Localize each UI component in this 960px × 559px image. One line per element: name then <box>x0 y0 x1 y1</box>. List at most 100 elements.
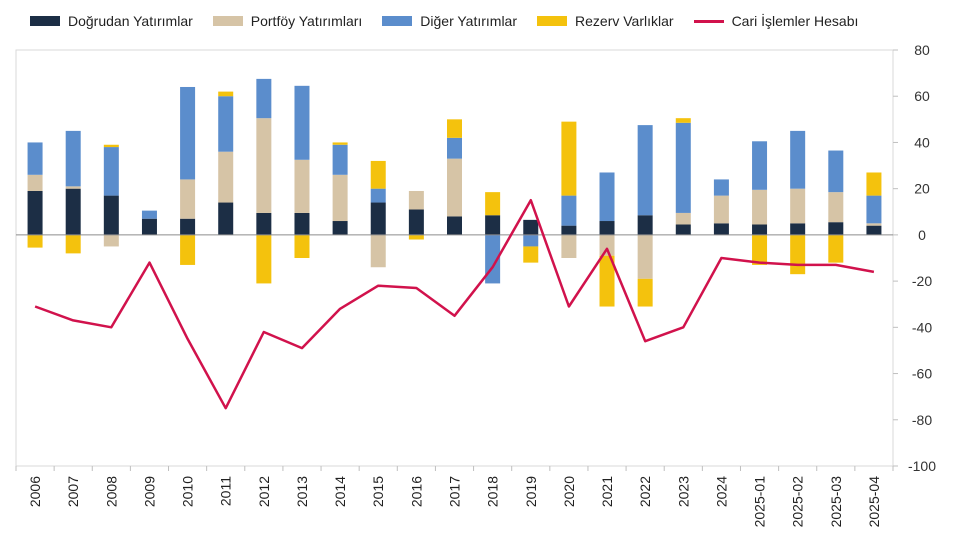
plot-frame <box>15 49 894 467</box>
bar-segment <box>599 234 615 256</box>
bar-segment <box>180 86 196 180</box>
x-tick-label: 2008 <box>103 476 119 507</box>
x-tick-label: 2010 <box>180 476 196 507</box>
bar-segment <box>447 216 462 235</box>
bar-segment <box>408 209 424 235</box>
bar-segment <box>713 195 729 224</box>
bar-segment <box>103 144 119 148</box>
y-tick-label: 80 <box>914 42 930 58</box>
bar-segment <box>485 192 501 216</box>
bar-segment <box>65 234 81 254</box>
bar-segment <box>294 159 310 213</box>
bar-segment <box>828 234 844 263</box>
x-tick-label: 2025-04 <box>866 476 882 528</box>
x-tick-label: 2011 <box>218 476 234 506</box>
bar-segment <box>675 224 691 235</box>
legend-item: Doğrudan Yatırımlar <box>30 13 193 29</box>
bar-segment <box>790 223 806 235</box>
bar-segment <box>370 188 386 203</box>
bar-segment <box>294 212 310 235</box>
x-tick-label: 2020 <box>561 476 577 507</box>
bar-segment <box>370 234 386 268</box>
bar-segment <box>103 234 119 247</box>
bar-segment <box>103 147 119 196</box>
legend-swatch <box>30 16 60 26</box>
x-tick-label: 2014 <box>332 476 348 507</box>
bar-segment <box>561 195 577 226</box>
legend-label: Rezerv Varlıklar <box>575 13 674 29</box>
bar-segment <box>752 141 768 190</box>
bar-segment <box>332 144 348 175</box>
bar-segment <box>637 234 653 279</box>
y-tick-label: -100 <box>908 458 936 474</box>
bar-segment <box>561 225 577 235</box>
bar-segment <box>141 210 157 219</box>
series-line <box>34 198 875 410</box>
bar-segment <box>370 202 386 235</box>
bar-segment <box>218 151 234 203</box>
bar-segment <box>408 234 424 240</box>
bar-segment <box>828 192 844 223</box>
bar-segment <box>599 255 615 307</box>
x-tick-label: 2025-03 <box>828 476 844 528</box>
legend-label: Diğer Yatırımlar <box>420 13 518 29</box>
bar-segment <box>866 225 882 235</box>
bar-segment <box>523 219 539 235</box>
bar-segment <box>27 190 43 235</box>
x-tick-label: 2022 <box>637 476 653 507</box>
x-tick-label: 2025-02 <box>790 476 806 528</box>
y-tick-label: 40 <box>914 134 930 150</box>
y-tick-label: -20 <box>912 273 932 289</box>
bar-segment <box>637 278 653 307</box>
legend-label: Portföy Yatırımları <box>250 13 363 29</box>
legend-label: Doğrudan Yatırımlar <box>68 13 193 29</box>
legend-swatch <box>212 16 243 26</box>
bar-segment <box>599 221 615 235</box>
bar-segment <box>447 158 462 217</box>
x-tick-label: 2024 <box>713 476 729 507</box>
bar-segment <box>561 234 577 258</box>
bar-segment <box>866 172 882 196</box>
x-tick-label: 2006 <box>27 476 43 507</box>
bar-segment <box>752 189 768 225</box>
bar-segment <box>256 212 272 235</box>
bar-segment <box>752 224 768 235</box>
y-tick-label: -60 <box>912 366 932 382</box>
bar-segment <box>180 218 196 235</box>
x-tick-label: 2012 <box>256 476 272 507</box>
x-tick-label: 2017 <box>447 476 463 507</box>
bar-segment <box>27 234 43 248</box>
legend-label: Cari İşlemler Hesabı <box>731 13 859 29</box>
legend-swatch <box>382 16 413 26</box>
legend-item: Portföy Yatırımları <box>212 13 363 29</box>
bar-segment <box>65 188 81 235</box>
bar-segment <box>485 215 501 235</box>
bar-segment <box>790 130 806 189</box>
bar-segment <box>713 223 729 235</box>
y-tick-label: -40 <box>912 319 932 335</box>
legend-item: Diğer Yatırımlar <box>382 13 517 29</box>
bar-segment <box>141 218 157 235</box>
bar-segment <box>561 121 577 196</box>
bar-segment <box>599 172 615 222</box>
x-tick-label: 2009 <box>141 476 157 507</box>
bar-segment <box>713 179 729 196</box>
bar-segment <box>866 223 882 226</box>
y-tick-label: 0 <box>918 227 926 243</box>
bar-segment <box>828 222 844 235</box>
y-tick-label: 60 <box>914 88 930 104</box>
bar-segment <box>523 234 539 247</box>
bar-segment <box>256 78 272 119</box>
bar-segment <box>103 195 119 235</box>
bar-segment <box>752 234 768 265</box>
bar-segment <box>370 160 386 189</box>
bar-segment <box>294 234 310 258</box>
bar-segment <box>637 125 653 216</box>
legend-swatch <box>537 16 568 26</box>
bar-segment <box>790 188 806 224</box>
x-tick-label: 2013 <box>294 476 310 507</box>
bar-segment <box>27 142 43 175</box>
legend-item: Rezerv Varlıklar <box>537 13 674 29</box>
